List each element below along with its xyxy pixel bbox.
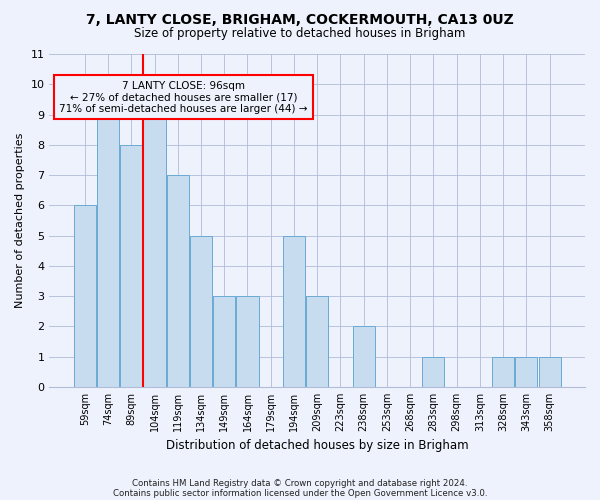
Bar — [353, 326, 375, 387]
Bar — [120, 145, 142, 387]
Text: Contains public sector information licensed under the Open Government Licence v3: Contains public sector information licen… — [113, 488, 487, 498]
Bar — [236, 296, 259, 387]
Bar — [213, 296, 235, 387]
Bar — [190, 236, 212, 387]
Bar — [539, 356, 560, 387]
Bar — [167, 175, 189, 387]
Text: 7, LANTY CLOSE, BRIGHAM, COCKERMOUTH, CA13 0UZ: 7, LANTY CLOSE, BRIGHAM, COCKERMOUTH, CA… — [86, 12, 514, 26]
Bar — [422, 356, 445, 387]
Bar — [515, 356, 538, 387]
Text: Contains HM Land Registry data © Crown copyright and database right 2024.: Contains HM Land Registry data © Crown c… — [132, 478, 468, 488]
Bar — [74, 206, 96, 387]
Bar — [492, 356, 514, 387]
Text: Size of property relative to detached houses in Brigham: Size of property relative to detached ho… — [134, 28, 466, 40]
Bar — [143, 114, 166, 387]
X-axis label: Distribution of detached houses by size in Brigham: Distribution of detached houses by size … — [166, 440, 469, 452]
Bar — [97, 114, 119, 387]
Y-axis label: Number of detached properties: Number of detached properties — [15, 133, 25, 308]
Text: 7 LANTY CLOSE: 96sqm
← 27% of detached houses are smaller (17)
71% of semi-detac: 7 LANTY CLOSE: 96sqm ← 27% of detached h… — [59, 80, 308, 114]
Bar — [283, 236, 305, 387]
Bar — [306, 296, 328, 387]
